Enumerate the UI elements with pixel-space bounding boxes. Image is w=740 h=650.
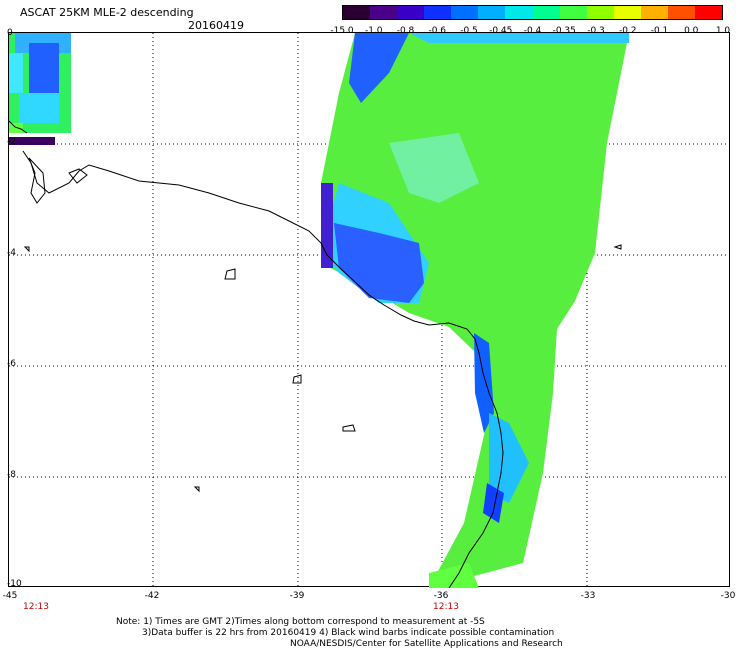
colorbar-label: -15.0 <box>330 26 354 36</box>
lat-label: -2 <box>7 137 16 147</box>
time-label: 12:13 <box>433 602 459 612</box>
colorbar-label: -0.35 <box>552 26 576 36</box>
lat-label: -6 <box>7 359 16 369</box>
colorbar-segment <box>586 6 614 19</box>
lon-label: -30 <box>720 591 736 601</box>
colorbar-segment <box>478 6 506 19</box>
swath-west <box>9 33 71 145</box>
colorbar-segment <box>424 6 452 19</box>
note-line-2: 3)Data buffer is 22 hrs from 20160419 4)… <box>142 628 555 638</box>
note-line-1: Note: 1) Times are GMT 2)Times along bot… <box>116 617 485 627</box>
colorbar-label: -0.6 <box>428 26 447 36</box>
lat-label: -8 <box>7 470 16 480</box>
lon-label: -33 <box>580 591 596 601</box>
colorbar-segment <box>532 6 560 19</box>
colorbar-segment <box>695 6 723 19</box>
lat-label: 0 <box>7 28 13 38</box>
swath-main <box>321 33 629 588</box>
coastline <box>9 120 622 588</box>
colorbar-label: -0.8 <box>396 26 415 36</box>
lon-label: -36 <box>433 591 449 601</box>
colorbar-label: -0.45 <box>489 26 513 36</box>
map-date: 20160419 <box>188 19 244 32</box>
colorbar-label: -1.0 <box>364 26 383 36</box>
lon-label: -45 <box>2 591 18 601</box>
map-plot <box>8 32 731 588</box>
map-title: ASCAT 25KM MLE-2 descending <box>20 6 194 19</box>
map-svg <box>9 33 731 588</box>
colorbar-segment <box>640 6 668 19</box>
time-label: 12:13 <box>23 602 49 612</box>
colorbar-label: -0.5 <box>460 26 478 36</box>
lat-label: -10 <box>7 579 22 589</box>
colorbar-segment <box>343 6 371 19</box>
note-line-3: NOAA/NESDIS/Center for Satellite Applica… <box>290 639 563 649</box>
colorbar-label: 1.0 <box>715 26 731 36</box>
colorbar-label: -0.2 <box>618 26 637 36</box>
colorbar-segment <box>397 6 425 19</box>
colorbar-segment <box>667 6 696 19</box>
colorbar-segment <box>559 6 587 19</box>
colorbar-label: -0.3 <box>587 26 605 36</box>
colorbar-segment <box>370 6 398 19</box>
colorbar <box>342 5 723 20</box>
colorbar-label: -0.1 <box>650 26 669 36</box>
colorbar-label: 0.0 <box>684 26 699 36</box>
lon-label: -42 <box>144 591 160 601</box>
colorbar-segment <box>613 6 641 19</box>
lat-label: -4 <box>7 248 16 258</box>
colorbar-label: -0.4 <box>523 26 542 36</box>
colorbar-segment <box>505 6 533 19</box>
lon-label: -39 <box>289 591 305 601</box>
colorbar-segment <box>451 6 479 19</box>
